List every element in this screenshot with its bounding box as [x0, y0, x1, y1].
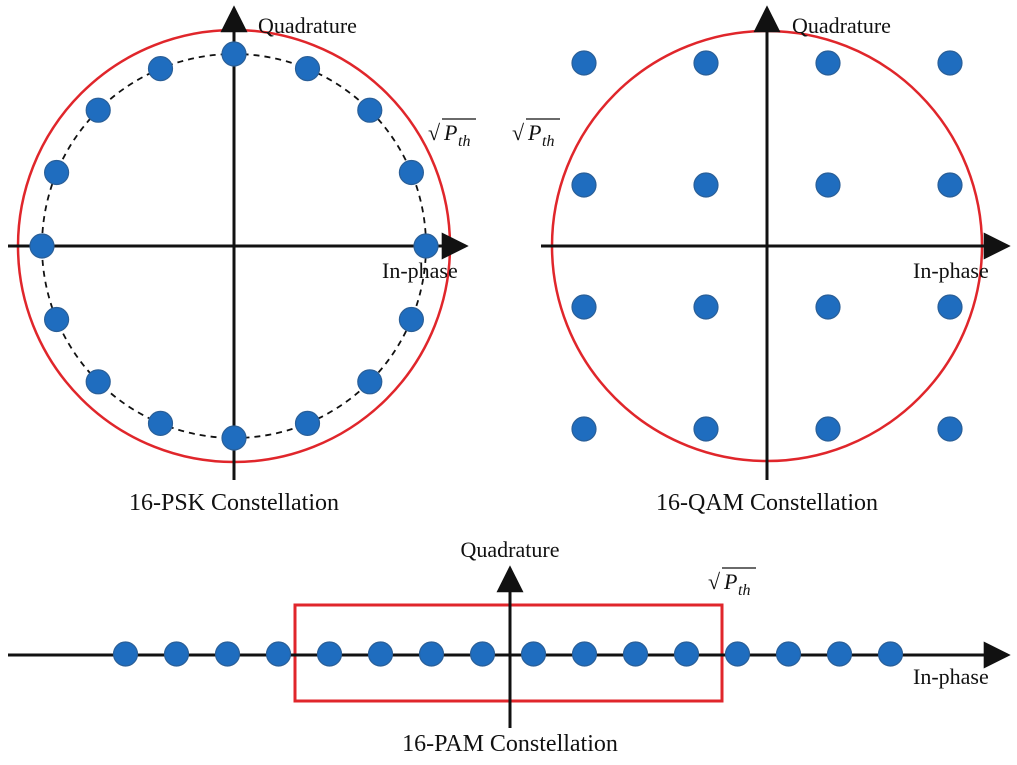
psk-title: 16-PSK Constellation [129, 490, 339, 516]
svg-text:P: P [723, 569, 737, 594]
pam-title: 16-PAM Constellation [402, 731, 618, 757]
pam-point [775, 641, 802, 667]
pam-point [571, 641, 598, 667]
svg-text:th: th [738, 582, 750, 599]
qam-point [815, 416, 841, 442]
psk-point [85, 97, 111, 123]
qam-point [693, 50, 719, 76]
qam-point [693, 172, 719, 198]
pam-y-axis-label: Quadrature [461, 537, 560, 562]
pam-point [418, 641, 445, 667]
qam-title: 16-QAM Constellation [656, 490, 878, 516]
qam-point [937, 294, 963, 320]
pam-point [214, 641, 241, 667]
pam-point [469, 641, 496, 667]
qam-point [571, 172, 597, 198]
psk-point [85, 369, 111, 395]
svg-text:√: √ [708, 569, 721, 594]
qam-panel: Quadrature In-phase √ P th 16-QAM Conste… [512, 5, 1011, 516]
psk-point [357, 97, 383, 123]
psk-point [413, 233, 439, 259]
pam-point [622, 641, 649, 667]
pam-point [673, 641, 700, 667]
pam-x-axis-label: In-phase [913, 664, 989, 689]
qam-point [937, 172, 963, 198]
pam-point [316, 641, 343, 667]
qam-points [571, 50, 963, 442]
psk-point [147, 410, 174, 436]
svg-text:√: √ [512, 120, 525, 145]
pam-point [367, 641, 394, 667]
qam-x-axis-label: In-phase [913, 258, 989, 283]
psk-points [29, 41, 439, 451]
qam-point [571, 416, 597, 442]
psk-point [398, 306, 424, 333]
psk-point [221, 425, 247, 451]
pam-point [265, 641, 292, 667]
psk-point [147, 55, 174, 82]
qam-point [571, 294, 597, 320]
psk-x-axis-label: In-phase [382, 258, 458, 283]
qam-point [693, 416, 719, 442]
pam-point [877, 641, 904, 667]
pam-point [520, 641, 547, 667]
pam-point [163, 641, 190, 667]
psk-point [357, 369, 383, 395]
psk-point [294, 55, 321, 82]
svg-text:P: P [527, 120, 541, 145]
qam-point [937, 416, 963, 442]
svg-text:√: √ [428, 120, 441, 145]
qam-threshold-label: √ P th [512, 118, 560, 150]
pam-point [112, 641, 139, 667]
qam-point [815, 50, 841, 76]
psk-point [294, 410, 321, 436]
qam-point [815, 294, 841, 320]
pam-point [826, 641, 853, 667]
pam-panel: Quadrature In-phase √ P th 16-PAM Conste… [8, 537, 1011, 757]
qam-point [815, 172, 841, 198]
pam-points [112, 641, 904, 667]
svg-text:P: P [443, 120, 457, 145]
psk-point [43, 306, 70, 333]
psk-point [398, 159, 424, 186]
psk-point [43, 159, 70, 186]
psk-threshold-label: √ P th [428, 118, 476, 150]
qam-point [937, 50, 963, 76]
psk-point [29, 233, 55, 259]
psk-point [221, 41, 247, 67]
svg-text:th: th [458, 133, 470, 150]
qam-point [693, 294, 719, 320]
psk-panel: Quadrature In-phase √ P th 16-PSK Conste… [8, 5, 476, 516]
qam-point [571, 50, 597, 76]
pam-threshold-label: √ P th [708, 567, 756, 599]
qam-y-axis-label: Quadrature [792, 13, 891, 38]
pam-point [724, 641, 751, 667]
psk-y-axis-label: Quadrature [258, 13, 357, 38]
svg-text:th: th [542, 133, 554, 150]
